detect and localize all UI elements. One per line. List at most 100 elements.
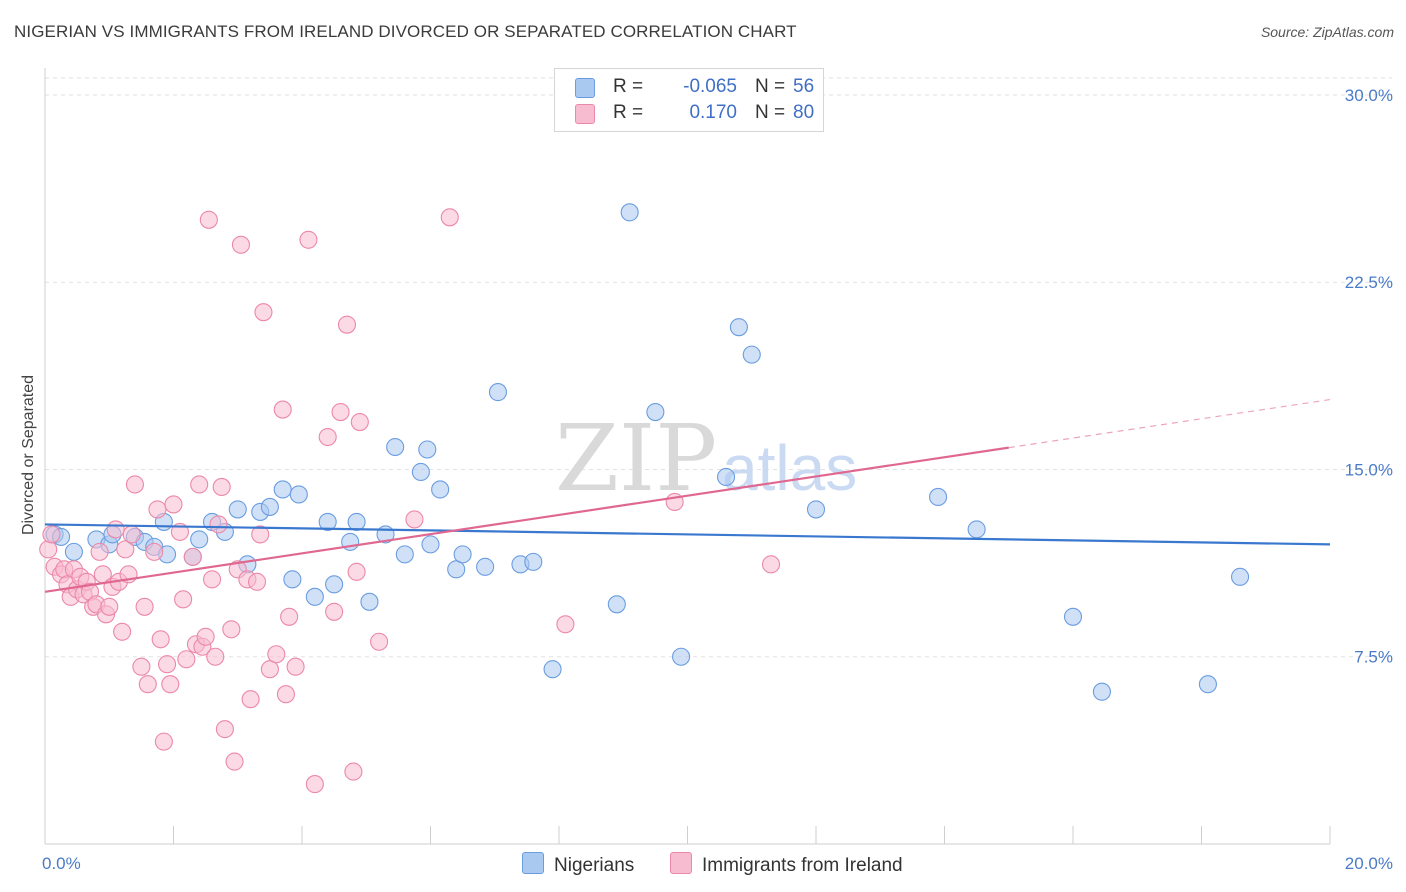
bottom-legend-swatch-nigerians — [522, 852, 544, 874]
legend-swatch-ireland — [575, 104, 595, 124]
nigerian-point — [273, 480, 292, 499]
nigerian-point — [524, 552, 543, 571]
bottom-legend-nigerians: Nigerians — [522, 852, 634, 877]
trend-lines — [44, 398, 1331, 593]
ireland-point — [350, 412, 369, 432]
bottom-legend-ireland: Immigrants from Ireland — [670, 852, 903, 877]
ireland-point — [273, 400, 292, 419]
nigerian-point — [431, 480, 450, 499]
ireland-point — [190, 475, 209, 494]
ireland-point — [325, 602, 344, 621]
y-axis-label: Divorced or Separated — [20, 375, 37, 535]
nigerian-point — [64, 542, 83, 561]
nigerian-point — [325, 575, 344, 594]
legend-r-label: R = — [613, 76, 644, 97]
bottom-legend-swatch-ireland — [670, 852, 692, 874]
nigerian-point — [260, 497, 279, 516]
nigerian-point — [283, 570, 302, 589]
ireland-point — [286, 657, 305, 676]
x-tick-label: 0.0% — [42, 854, 81, 873]
nigerian-point — [421, 535, 440, 554]
nigerian-point — [447, 560, 466, 579]
nigerian-point — [411, 462, 430, 482]
nigerian-point — [607, 595, 626, 614]
y-tick-label: 15.0% — [1345, 460, 1393, 479]
ireland-point — [164, 495, 183, 514]
ireland-point — [39, 540, 58, 559]
nigerian-point — [453, 545, 472, 564]
ireland-point — [135, 597, 154, 616]
ireland-point — [206, 647, 225, 666]
nigerian-point — [806, 500, 826, 519]
nigerian-point — [672, 647, 691, 666]
bottom-legend-label-nigerians: Nigerians — [554, 855, 635, 876]
x-tick-labels: 0.0% 20.0% — [42, 854, 1393, 873]
nigerian-point — [1063, 607, 1083, 626]
ireland-point — [106, 520, 125, 539]
ireland-point — [199, 210, 218, 229]
nigerian-point — [716, 467, 736, 487]
legend-n-value: 56 — [793, 76, 815, 97]
y-tick-label: 7.5% — [1354, 648, 1393, 667]
ireland-trend-line — [44, 446, 1009, 593]
ireland-point — [132, 657, 151, 676]
ireland-point — [280, 607, 299, 626]
legend-r-value: -0.065 — [683, 76, 737, 97]
stats-legend: R = -0.065 N = 56 R = 0.170 N = 80 — [554, 68, 824, 132]
nigerian-point — [360, 592, 379, 611]
nigerian-point — [1198, 675, 1217, 694]
ireland-point — [251, 525, 270, 544]
ireland-point — [138, 675, 157, 694]
nigerian-point — [289, 485, 308, 504]
ireland-point — [196, 627, 215, 646]
ireland-point — [231, 235, 251, 254]
nigerian-point — [386, 437, 405, 457]
ireland-point — [151, 630, 170, 649]
nigerian-point — [318, 512, 337, 531]
legend-swatch-nigerians — [575, 78, 595, 98]
legend-n-value: 80 — [793, 102, 815, 123]
nigerian-point — [543, 660, 562, 679]
ireland-point — [122, 525, 141, 544]
ireland-point — [318, 427, 337, 447]
ireland-point — [761, 555, 781, 574]
ireland-point — [174, 590, 193, 609]
ireland-point — [209, 515, 228, 534]
ireland-point — [203, 570, 222, 589]
y-tick-labels: 7.5% 15.0% 22.5% 30.0% — [1345, 86, 1393, 667]
ireland-point — [90, 542, 109, 561]
y-tick-label: 30.0% — [1345, 86, 1393, 105]
ireland-point — [260, 660, 279, 679]
nigerian-point — [418, 440, 437, 459]
nigerian-point — [729, 318, 748, 337]
source-label: Source: ZipAtlas.com — [1260, 24, 1394, 40]
ireland-point — [225, 752, 244, 771]
watermark-atlas: atlas — [722, 432, 857, 504]
ireland-point — [254, 303, 273, 322]
nigerian-point — [228, 500, 247, 519]
nigerian-point — [1231, 567, 1250, 586]
ireland-point — [148, 500, 167, 519]
nigerian-point — [620, 203, 639, 222]
ireland-point — [161, 675, 180, 694]
ireland-point — [100, 597, 119, 616]
ireland-trend-extension — [1008, 398, 1331, 449]
legend-r-label: R = — [613, 102, 644, 123]
ireland-point — [42, 525, 61, 544]
ireland-point — [241, 690, 260, 709]
ireland-point — [154, 732, 173, 751]
nigerian-point — [488, 383, 508, 402]
ireland-point — [276, 685, 295, 704]
nigerian-point — [967, 520, 986, 539]
legend-n-label: N = — [755, 102, 786, 123]
ireland-point — [556, 615, 575, 634]
nigerian-point — [1092, 682, 1111, 701]
ireland-point — [222, 620, 241, 639]
ireland-point — [183, 547, 202, 566]
ireland-point — [405, 510, 424, 529]
ireland-point — [440, 208, 459, 227]
ireland-point — [337, 315, 357, 334]
axes — [44, 68, 1331, 845]
ireland-point — [305, 775, 324, 794]
